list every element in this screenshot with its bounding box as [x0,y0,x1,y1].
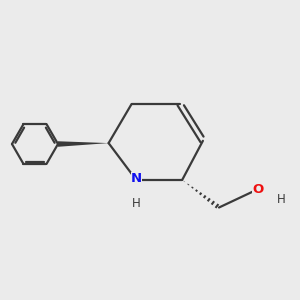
Text: H: H [277,193,285,206]
Text: N: N [130,172,142,184]
Text: O: O [253,183,264,196]
Polygon shape [58,141,109,147]
Text: H: H [132,197,141,210]
